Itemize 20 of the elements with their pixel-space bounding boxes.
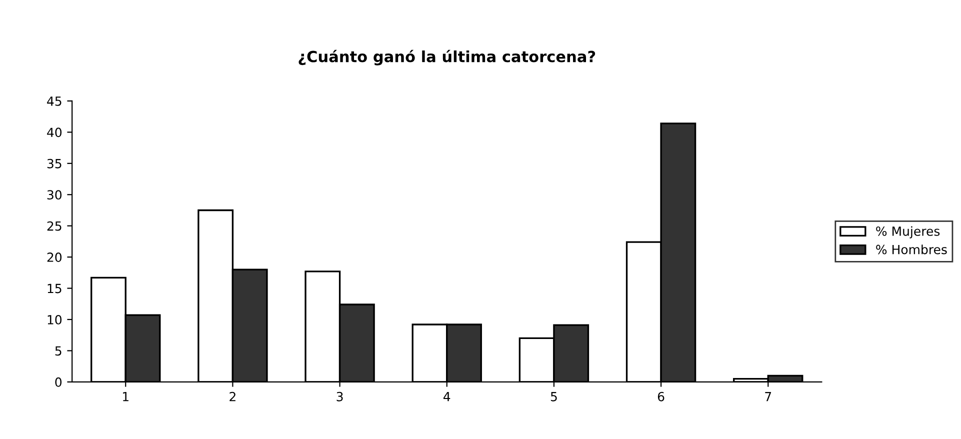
- y-tick-label: 45: [47, 96, 62, 106]
- y-tick-label: 5: [55, 346, 62, 356]
- y-tick-label: 15: [48, 284, 62, 294]
- y-tick-label: 10: [48, 314, 62, 324]
- y-tick-label: 0: [55, 377, 62, 387]
- x-tick-label: 4: [444, 392, 450, 402]
- x-tick-label: 1: [123, 392, 128, 402]
- y-tick-label: 25: [47, 221, 62, 231]
- x-tick-label: 3: [336, 392, 343, 402]
- y-tick-label: 35: [47, 158, 62, 168]
- y-tick-label: 20: [47, 252, 62, 262]
- x-tick-label: 5: [550, 392, 557, 402]
- y-tick-label: 30: [47, 190, 62, 200]
- chart-title: ¿Cuánto ganó la última catorcena?: [298, 50, 596, 66]
- legend-label: % Hombres: [876, 244, 947, 254]
- x-tick-label: 7: [765, 392, 772, 402]
- x-tick-label: 6: [658, 392, 664, 402]
- legend-label: % Mujeres: [876, 226, 940, 238]
- x-tick-label: 2: [230, 392, 236, 402]
- y-tick-label: 40: [47, 128, 62, 138]
